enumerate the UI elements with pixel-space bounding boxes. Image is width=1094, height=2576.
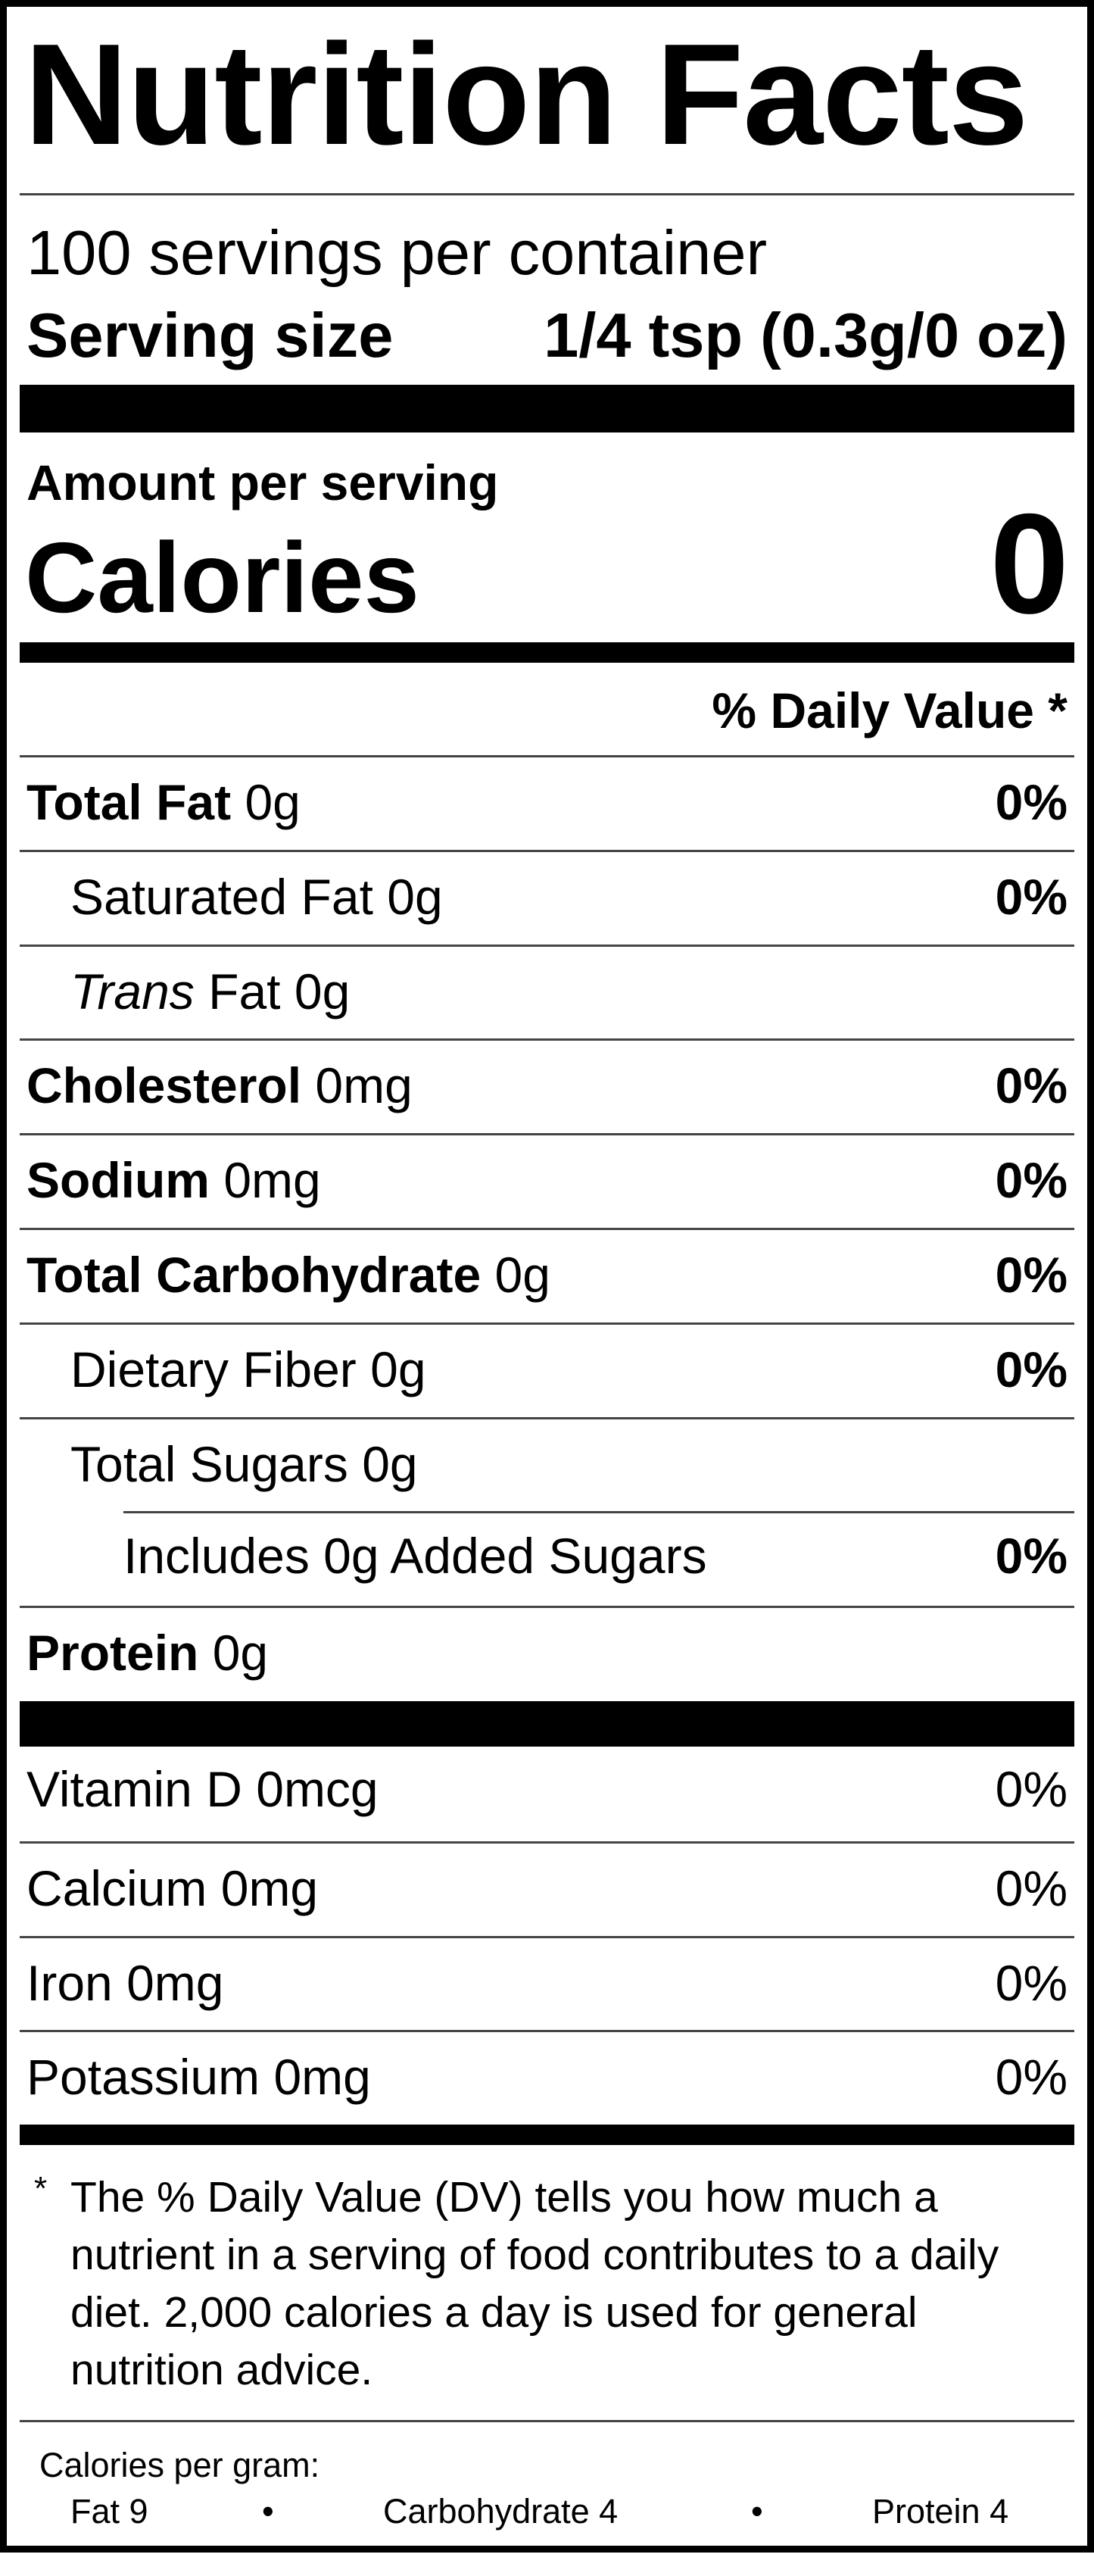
nutrient-amount: 0mg — [315, 1057, 413, 1114]
nutrient-row-protein: Protein 0g — [20, 1606, 1074, 1700]
nutrient-amount: 0g — [212, 1625, 269, 1681]
divider — [20, 193, 1074, 195]
nutrient-amount: 0g — [387, 868, 443, 925]
nutrient-dv: 0% — [995, 1246, 1068, 1303]
vitamin-label: Iron — [26, 1954, 113, 2011]
vitamin-row-vitamin-d: Vitamin D 0mcg 0% — [20, 1747, 1074, 1841]
vitamin-dv: 0% — [995, 1954, 1068, 2011]
calories-value: 0 — [990, 484, 1069, 643]
amount-per-serving: Amount per serving — [26, 454, 499, 511]
daily-value-header: % Daily Value * — [712, 682, 1068, 738]
nutrient-row-total-fat: Total Fat 0g 0% — [20, 755, 1074, 850]
calories-per-gram-label: Calories per gram: — [39, 2446, 320, 2484]
nutrient-amount: 0mg — [223, 1152, 321, 1209]
nutrient-dv: 0% — [995, 1341, 1068, 1397]
nutrient-row-total-sugars: Total Sugars 0g — [20, 1416, 1074, 1512]
vitamin-amount: 0mg — [126, 1954, 224, 2011]
nutrient-amount: 0g — [370, 1341, 426, 1397]
nutrient-row-dietary-fiber: Dietary Fiber 0g 0% — [20, 1322, 1074, 1417]
divider — [20, 2420, 1074, 2422]
nutrient-row-cholesterol: Cholesterol 0mg 0% — [20, 1038, 1074, 1133]
nutrient-label: Fat — [208, 963, 281, 1019]
calories-per-gram-fat: Fat 9 — [70, 2492, 148, 2531]
vitamin-amount: 0mg — [220, 1859, 319, 1916]
nutrient-amount: 0g — [494, 1246, 550, 1303]
nutrient-label: Total Fat — [26, 774, 232, 830]
nutrient-label: Cholesterol — [26, 1057, 302, 1114]
label-title: Nutrition Facts — [24, 14, 1029, 175]
nutrient-row-saturated-fat: Saturated Fat 0g 0% — [20, 849, 1074, 945]
nutrient-dv: 0% — [995, 1152, 1068, 1209]
vitamin-dv: 0% — [995, 1859, 1068, 1916]
nutrient-amount: 0g — [245, 774, 301, 830]
vitamin-amount: 0mcg — [256, 1761, 379, 1817]
bullet-separator: • — [751, 2492, 763, 2531]
nutrient-label-italic: Trans — [70, 963, 195, 1019]
nutrient-dv: 0% — [995, 1057, 1068, 1114]
bullet-separator: • — [262, 2492, 274, 2531]
footnote-asterisk: * — [34, 2170, 48, 2207]
thick-bar — [20, 1701, 1074, 1747]
nutrient-dv: 0% — [995, 868, 1068, 925]
vitamin-amount: 0mg — [273, 2049, 371, 2106]
nutrient-amount: 0g — [294, 963, 351, 1019]
footnote-text: The % Daily Value (DV) tells you how muc… — [70, 2173, 999, 2394]
nutrient-label: Total Sugars — [70, 1435, 348, 1492]
nutrient-row-total-carbohydrate: Total Carbohydrate 0g 0% — [20, 1227, 1074, 1322]
vitamin-dv: 0% — [995, 1761, 1068, 1817]
nutrient-row-added-sugars: Includes 0g Added Sugars 0% — [20, 1511, 1074, 1606]
vitamin-row-calcium: Calcium 0mg 0% — [20, 1841, 1074, 1936]
vitamin-list: Vitamin D 0mcg 0% Calcium 0mg 0% Iron 0mg 0… — [20, 1747, 1074, 2125]
nutrient-list: Total Fat 0g 0% Saturated Fat 0g 0% Trans … — [20, 755, 1074, 1700]
serving-size-value: 1/4 tsp (0.3g/0 oz) — [544, 300, 1068, 370]
nutrient-label: Total Carbohydrate — [26, 1246, 482, 1303]
calories-per-gram-carbohydrate: Carbohydrate 4 — [383, 2492, 619, 2531]
vitamin-dv: 0% — [995, 2049, 1068, 2106]
calories-label: Calories — [25, 522, 419, 633]
calories-per-gram-protein: Protein 4 — [872, 2492, 1009, 2531]
nutrient-amount: 0g — [362, 1435, 418, 1492]
nutrient-label: Protein — [26, 1625, 199, 1681]
nutrient-label: Includes 0g Added Sugars — [123, 1528, 707, 1585]
nutrient-dv: 0% — [995, 774, 1068, 830]
vitamin-label: Vitamin D — [26, 1761, 242, 1817]
nutrient-label: Saturated Fat — [70, 868, 373, 925]
serving-size-label: Serving size — [26, 300, 394, 370]
nutrient-label: Sodium — [26, 1152, 210, 1209]
nutrient-dv: 0% — [995, 1528, 1068, 1585]
vitamin-row-potassium: Potassium 0mg 0% — [20, 2030, 1074, 2125]
vitamin-row-iron: Iron 0mg 0% — [20, 1935, 1074, 2031]
nutrient-row-sodium: Sodium 0mg 0% — [20, 1133, 1074, 1228]
nutrient-row-trans-fat: Trans Fat 0g — [20, 944, 1074, 1039]
vitamin-label: Calcium — [26, 1859, 207, 1916]
medium-bar — [20, 2125, 1074, 2145]
medium-bar — [20, 642, 1074, 663]
vitamin-label: Potassium — [26, 2049, 260, 2106]
thick-bar — [20, 385, 1074, 432]
nutrient-label: Dietary Fiber — [70, 1341, 357, 1397]
servings-per-container: 100 servings per container — [26, 217, 768, 288]
